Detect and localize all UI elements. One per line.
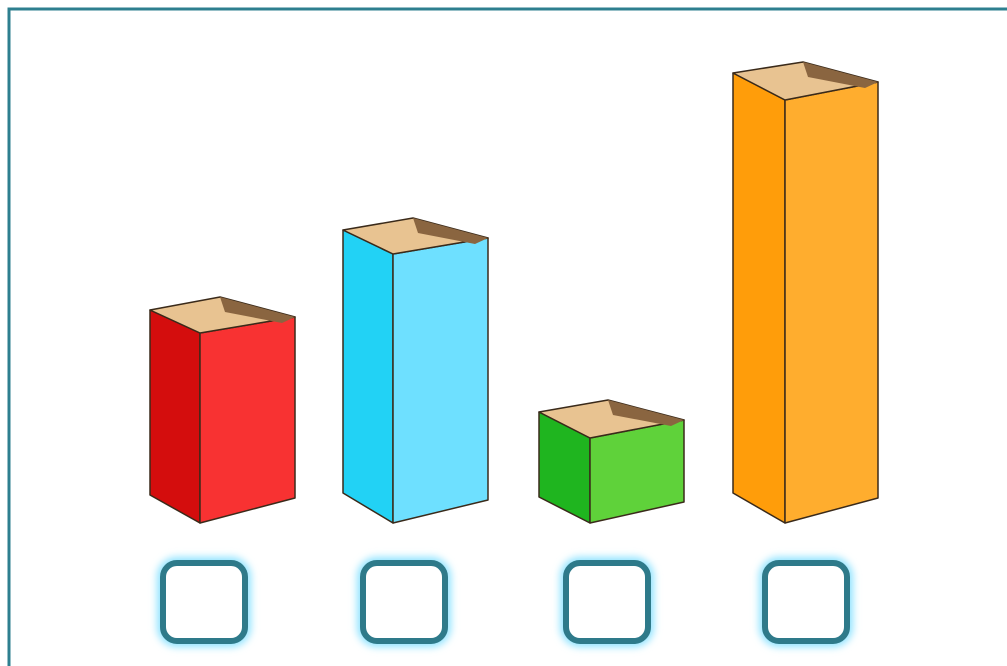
game-screen (0, 0, 1007, 666)
answer-box[interactable] (363, 563, 445, 641)
green-box (539, 400, 684, 523)
answer-box[interactable] (566, 563, 648, 641)
red-box (150, 297, 295, 523)
orange-box (733, 62, 878, 523)
blue-box (343, 218, 488, 523)
answer-box[interactable] (163, 563, 245, 641)
answer-box[interactable] (765, 563, 847, 641)
